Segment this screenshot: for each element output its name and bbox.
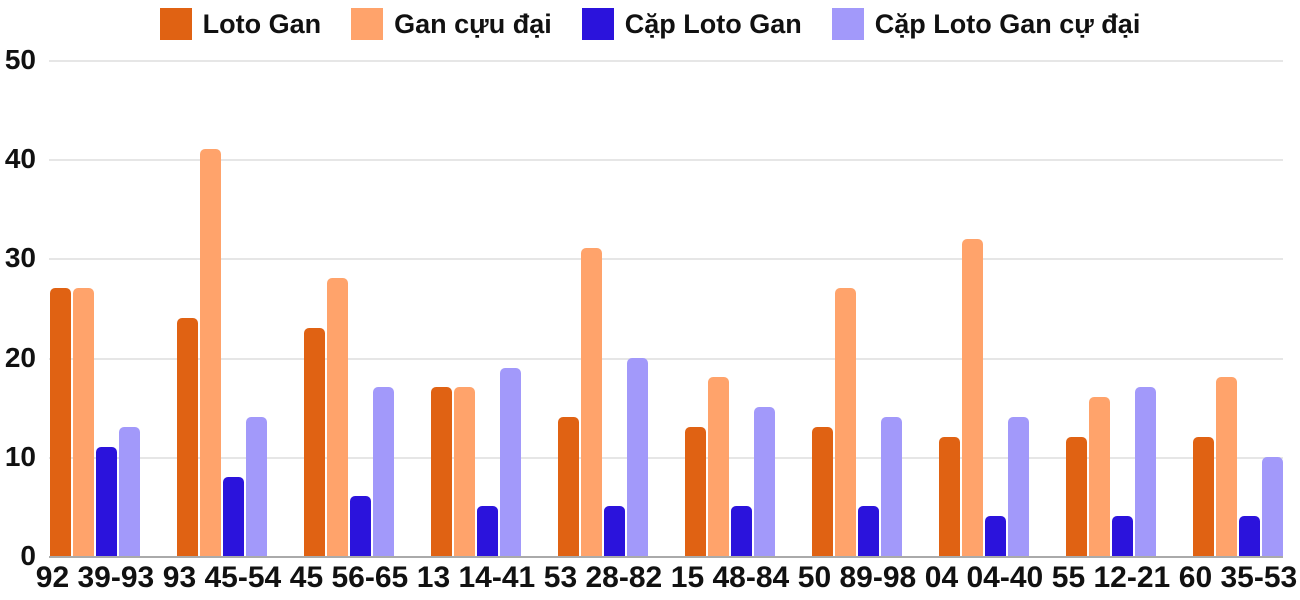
bar-series2-group7	[835, 288, 856, 556]
gridline	[49, 60, 1283, 62]
bar-series2-group3	[327, 278, 348, 556]
legend-swatch-icon	[581, 8, 614, 40]
x-axis-label: 13 14-41	[416, 561, 536, 594]
bar-series1-group9	[1066, 436, 1087, 556]
bar-series1-group2	[177, 317, 198, 556]
bar-groups: 92 39-93 93 45-54 45 56-65 13 14-41 53 28-82…	[36, 61, 1297, 593]
gridline	[49, 258, 1283, 261]
bar-series2-group10	[1216, 377, 1237, 556]
x-axis-label: 45 56-65	[289, 561, 409, 594]
bar-series1-group8	[939, 436, 960, 556]
bar-series3-group4	[477, 506, 498, 556]
x-axis-label: 60 35-53	[1178, 561, 1298, 594]
bar-series4-group7	[881, 417, 902, 556]
legend-label: Gan cựu đại	[394, 8, 552, 39]
bar-group-6: 15 48-84	[671, 61, 789, 593]
x-axis-label: 93 45-54	[162, 561, 282, 594]
x-axis-label: 55 12-21	[1051, 561, 1171, 594]
bar-group-1: 92 39-93	[36, 61, 154, 593]
gridline	[49, 456, 1283, 459]
bar-series2-group9	[1089, 397, 1110, 556]
y-axis-label: 10	[4, 440, 36, 472]
bar-series3-group5	[604, 506, 625, 556]
legend-swatch-icon	[831, 8, 864, 40]
legend-label: Cặp Loto Gan	[624, 8, 802, 39]
x-axis-label: 50 89-98	[797, 561, 917, 594]
bar-series1-group4	[431, 387, 452, 556]
x-axis-label: 15 48-84	[670, 561, 790, 594]
bar-series1-group1	[50, 288, 71, 556]
bar-series3-group3	[350, 496, 371, 556]
bar-group-5: 53 28-82	[544, 61, 662, 593]
bar-series2-group8	[962, 238, 983, 556]
legend-swatch-icon	[351, 8, 384, 40]
bar-series4-group9	[1135, 387, 1156, 556]
bar-series1-group5	[558, 417, 579, 556]
bar-group-9: 55 12-21	[1052, 61, 1170, 593]
bar-group-8: 04 04-40	[925, 61, 1043, 593]
bar-series3-group8	[985, 516, 1006, 556]
bar-series4-group2	[246, 417, 267, 556]
bar-group-10: 60 35-53	[1179, 61, 1297, 593]
bar-series1-group3	[304, 327, 325, 556]
bar-series4-group1	[119, 427, 140, 556]
bar-group-3: 45 56-65	[290, 61, 408, 593]
legend-label: Loto Gan	[202, 8, 322, 39]
bar-series1-group10	[1193, 436, 1214, 556]
x-axis-baseline	[49, 556, 1283, 558]
x-axis-label: 04 04-40	[924, 561, 1044, 594]
bar-series2-group6	[708, 377, 729, 556]
bar-series2-group2	[200, 149, 221, 556]
bar-series3-group10	[1239, 516, 1260, 556]
gridline	[49, 159, 1283, 162]
bar-group-7: 50 89-98	[798, 61, 916, 593]
legend-item-1[interactable]: Loto Gan	[159, 8, 322, 40]
bar-group-2: 93 45-54	[163, 61, 281, 593]
bar-series3-group1	[96, 446, 117, 556]
legend-item-2[interactable]: Gan cựu đại	[351, 8, 552, 40]
bar-series1-group7	[812, 427, 833, 556]
bar-series2-group5	[581, 248, 602, 556]
y-axis-label: 0	[20, 539, 36, 571]
bar-series2-group1	[73, 288, 94, 556]
bar-group-4: 13 14-41	[417, 61, 535, 593]
x-axis-label: 92 39-93	[35, 561, 155, 594]
gridline	[49, 357, 1283, 360]
y-axis-label: 40	[4, 143, 36, 175]
bar-series4-group5	[627, 357, 648, 556]
bar-series3-group7	[858, 506, 879, 556]
bar-series2-group4	[454, 387, 475, 556]
y-axis-label: 20	[4, 341, 36, 373]
bar-series4-group10	[1262, 456, 1283, 556]
bar-series3-group9	[1112, 516, 1133, 556]
bar-series4-group3	[373, 387, 394, 556]
bar-series4-group8	[1008, 417, 1029, 556]
chart-legend: Loto Gan Gan cựu đại Cặp Loto Gan Cặp Loto …	[0, 8, 1300, 40]
bar-series4-group4	[500, 367, 521, 556]
bar-series4-group6	[754, 407, 775, 556]
y-axis-label: 30	[4, 242, 36, 274]
bar-series3-group6	[731, 506, 752, 556]
y-axis-label: 50	[4, 43, 36, 75]
legend-item-4[interactable]: Cặp Loto Gan cự đại	[831, 8, 1141, 40]
legend-item-3[interactable]: Cặp Loto Gan	[581, 8, 802, 40]
legend-label: Cặp Loto Gan cự đại	[874, 8, 1141, 39]
legend-swatch-icon	[159, 8, 192, 40]
bar-series3-group2	[223, 476, 244, 556]
bar-series1-group6	[685, 427, 706, 556]
x-axis-label: 53 28-82	[543, 561, 663, 594]
